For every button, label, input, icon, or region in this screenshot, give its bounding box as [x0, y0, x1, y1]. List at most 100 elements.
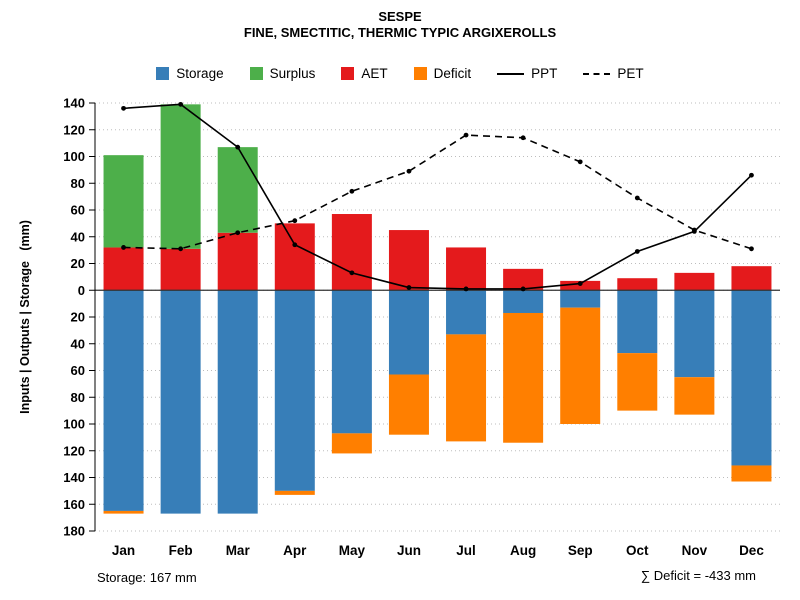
x-tick-label: Oct: [626, 543, 649, 558]
point-pet: [691, 227, 697, 233]
legend-label: PPT: [531, 66, 558, 81]
point-ppt: [520, 286, 526, 292]
bar-aet-feb: [160, 248, 201, 291]
bar-surplus-mar: [217, 147, 258, 233]
point-ppt: [406, 285, 412, 290]
legend-item-ppt: PPT: [497, 66, 557, 81]
bar-aet-jun: [388, 230, 429, 291]
point-pet: [121, 245, 126, 250]
pet-line-sample-icon: [583, 72, 611, 75]
legend-item-deficit: Deficit: [413, 66, 472, 81]
legend-label: Storage: [176, 66, 224, 81]
surplus-swatch: [249, 67, 263, 80]
bar-storage-oct: [617, 290, 658, 354]
bar-storage-nov: [674, 290, 715, 378]
legend-label: Deficit: [433, 66, 472, 81]
y-tick-label: 40: [71, 336, 85, 351]
point-ppt: [349, 270, 355, 276]
bar-deficit-oct: [617, 353, 658, 411]
chart-subtitle: FINE, SMECTITIC, THERMIC TYPIC ARGIXEROL…: [243, 25, 557, 40]
y-tick-label: 60: [71, 203, 85, 218]
ppt-line-sample-icon: [497, 72, 525, 75]
bar-aet-apr: [274, 223, 315, 291]
bar-deficit-sep: [560, 307, 601, 424]
y-tick-label: 140: [63, 470, 85, 485]
deficit-swatch: [413, 67, 427, 80]
point-pet: [520, 135, 526, 141]
y-tick-label: 80: [71, 390, 85, 405]
point-pet: [178, 246, 184, 252]
y-tick-label: 0: [78, 283, 85, 298]
point-pet: [292, 218, 298, 224]
storage-annotation: Storage: 167 mm: [97, 570, 197, 585]
point-ppt: [292, 242, 298, 248]
bar-deficit-aug: [503, 312, 544, 443]
bar-deficit-jul: [446, 334, 487, 442]
bar-storage-jun: [388, 290, 429, 375]
point-ppt: [121, 105, 126, 111]
point-ppt: [235, 144, 241, 150]
y-tick-label: 120: [63, 122, 85, 137]
bar-aet-dec: [731, 266, 772, 291]
line-ppt: [123, 103, 753, 290]
bar-storage-may: [331, 290, 372, 434]
y-tick-label: 100: [63, 149, 85, 164]
bar-deficit-dec: [731, 465, 772, 482]
storage-swatch: [156, 67, 170, 80]
x-tick-label: Dec: [739, 543, 764, 558]
point-pet: [577, 159, 583, 165]
bar-surplus-feb: [160, 104, 201, 249]
bar-aet-jan: [103, 247, 144, 291]
bar-aet-mar: [217, 232, 258, 291]
line-pet: [123, 134, 752, 250]
y-tick-label: 120: [63, 443, 85, 458]
bar-aet-may: [331, 214, 372, 291]
bar-storage-feb: [160, 290, 201, 514]
bar-aet-nov: [674, 272, 715, 291]
bar-aet-jul: [446, 247, 487, 291]
point-pet: [463, 132, 469, 138]
y-tick-label: 20: [71, 310, 85, 325]
x-tick-label: Jul: [456, 543, 476, 558]
x-tick-label: Sep: [568, 543, 593, 558]
water-balance-plot: 140 120 100 80 60 40 20 0 20 40 60 80 100 120 140 160 18…: [63, 96, 780, 558]
chart-legend: Storage Surplus AET Deficit PPT PET: [0, 66, 800, 81]
bar-storage-sep: [560, 290, 601, 308]
deficit-sum-annotation: ∑ Deficit = -433 mm: [640, 568, 756, 583]
x-tick-label: May: [339, 543, 366, 558]
y-tick-label: 100: [63, 417, 85, 432]
y-tick-label: 140: [63, 96, 85, 111]
y-tick-label: 20: [71, 256, 85, 271]
legend-label: PET: [617, 66, 644, 81]
bar-deficit-jan: [103, 510, 144, 514]
point-ppt: [634, 249, 640, 254]
point-ppt: [463, 286, 469, 292]
legend-item-pet: PET: [583, 66, 644, 81]
y-tick-label: 180: [63, 524, 85, 539]
bar-storage-aug: [503, 290, 544, 313]
bar-surplus-jan: [103, 155, 144, 248]
x-tick-label: Feb: [169, 543, 193, 558]
x-tick-label: Jan: [112, 543, 135, 558]
aet-swatch: [341, 67, 355, 80]
point-ppt: [749, 172, 754, 178]
legend-item-aet: AET: [341, 66, 388, 81]
bar-storage-mar: [217, 290, 258, 514]
x-tick-label: Aug: [510, 543, 536, 558]
y-tick-label: 160: [63, 497, 85, 512]
point-ppt: [577, 281, 583, 286]
bar-deficit-jun: [388, 374, 429, 435]
x-tick-label: Nov: [682, 543, 708, 558]
legend-label: AET: [361, 66, 388, 81]
bar-aet-oct: [617, 278, 658, 291]
y-axis-label: Inputs | Outputs | Storage (mm): [18, 220, 32, 414]
point-pet: [749, 246, 754, 252]
legend-item-surplus: Surplus: [249, 66, 315, 81]
bar-storage-dec: [731, 290, 772, 466]
y-tick-label: 80: [71, 176, 85, 191]
y-tick-label: 40: [71, 229, 85, 244]
bar-deficit-nov: [674, 377, 715, 415]
point-pet: [235, 230, 241, 236]
x-tick-label: Jun: [397, 543, 421, 558]
